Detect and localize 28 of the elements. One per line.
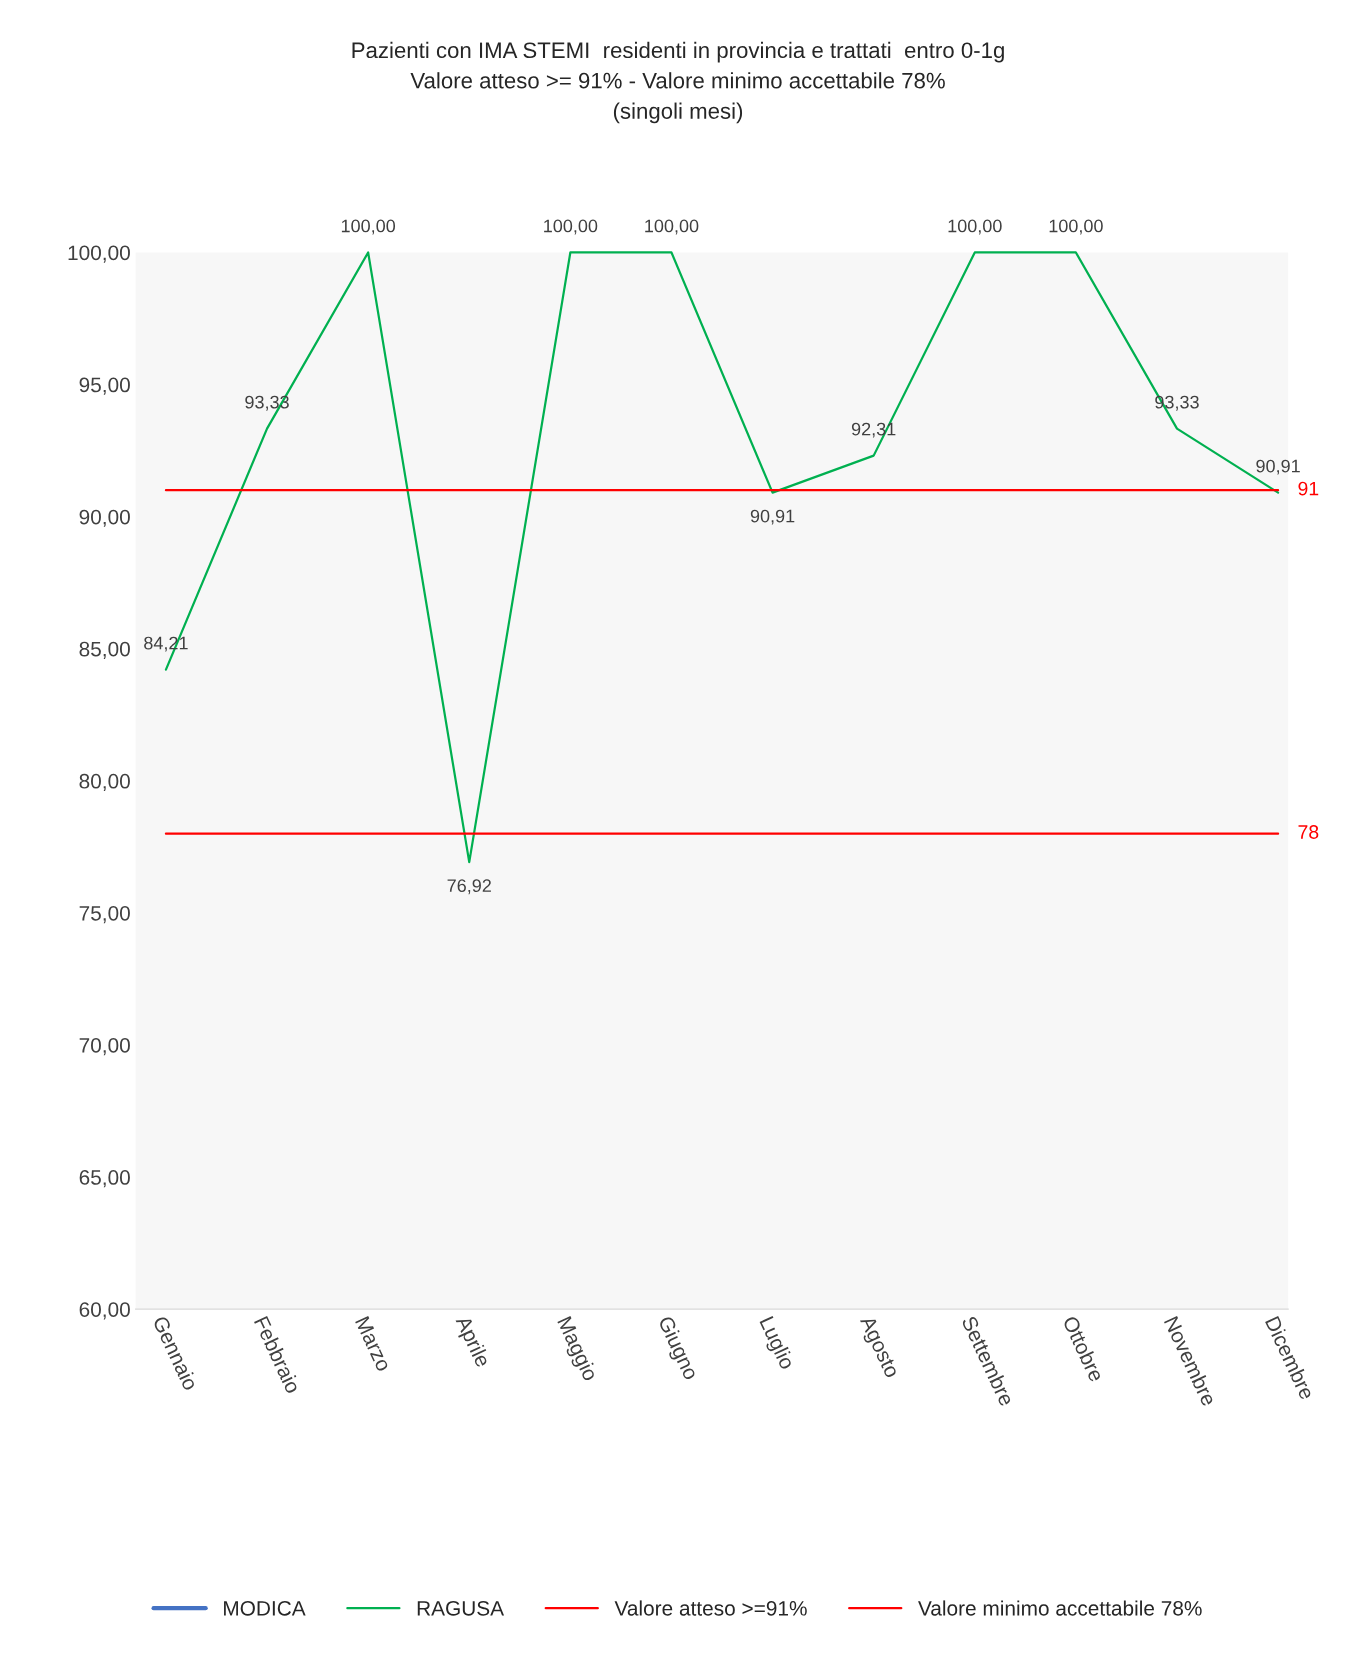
chart-title: Pazienti con IMA STEMI residenti in provincia e trattati entro 0-1g Valore atteso >= 91% - Valore minimo accettabile 78% (singoli mesi) (352, 41, 1004, 124)
data-label: 100,00 (948, 219, 1002, 235)
legend-label: RAGUSA (417, 1600, 505, 1616)
data-label: 90,91 (1256, 459, 1300, 475)
annotation: 91 (1298, 481, 1319, 496)
data-label: 90,91 (750, 509, 795, 525)
y-tick-label: 60,00 (79, 1302, 130, 1320)
x-tick-label: Aprile (451, 1314, 492, 1370)
data-label: 100,00 (1049, 219, 1103, 235)
data-label: 100,00 (544, 219, 598, 235)
legend-label: Valore atteso >=91% (614, 1600, 807, 1616)
y-tick-label: 75,00 (79, 905, 130, 924)
data-label: 100,00 (341, 219, 396, 235)
y-tick-label: 85,00 (79, 641, 130, 659)
x-tick-label: Luglio (755, 1315, 796, 1372)
legend-label: Valore minimo accettabile 78% (918, 1600, 1202, 1616)
annotation: 78 (1298, 825, 1319, 839)
x-tick-label: Marzo (355, 1315, 392, 1373)
x-tick-label: Giugno (654, 1314, 700, 1383)
data-label: 76,92 (447, 879, 491, 895)
y-tick-label: 100,00 (68, 245, 130, 263)
y-tick-label: 65,00 (79, 1170, 130, 1188)
data-label: 100,00 (645, 219, 699, 235)
y-tick-label: 80,00 (79, 773, 130, 792)
y-tick-label: 70,00 (79, 1038, 130, 1056)
legend-label: MODICA (224, 1600, 306, 1616)
y-tick-label: 95,00 (79, 377, 130, 395)
y-tick-label: 90,00 (79, 509, 130, 527)
